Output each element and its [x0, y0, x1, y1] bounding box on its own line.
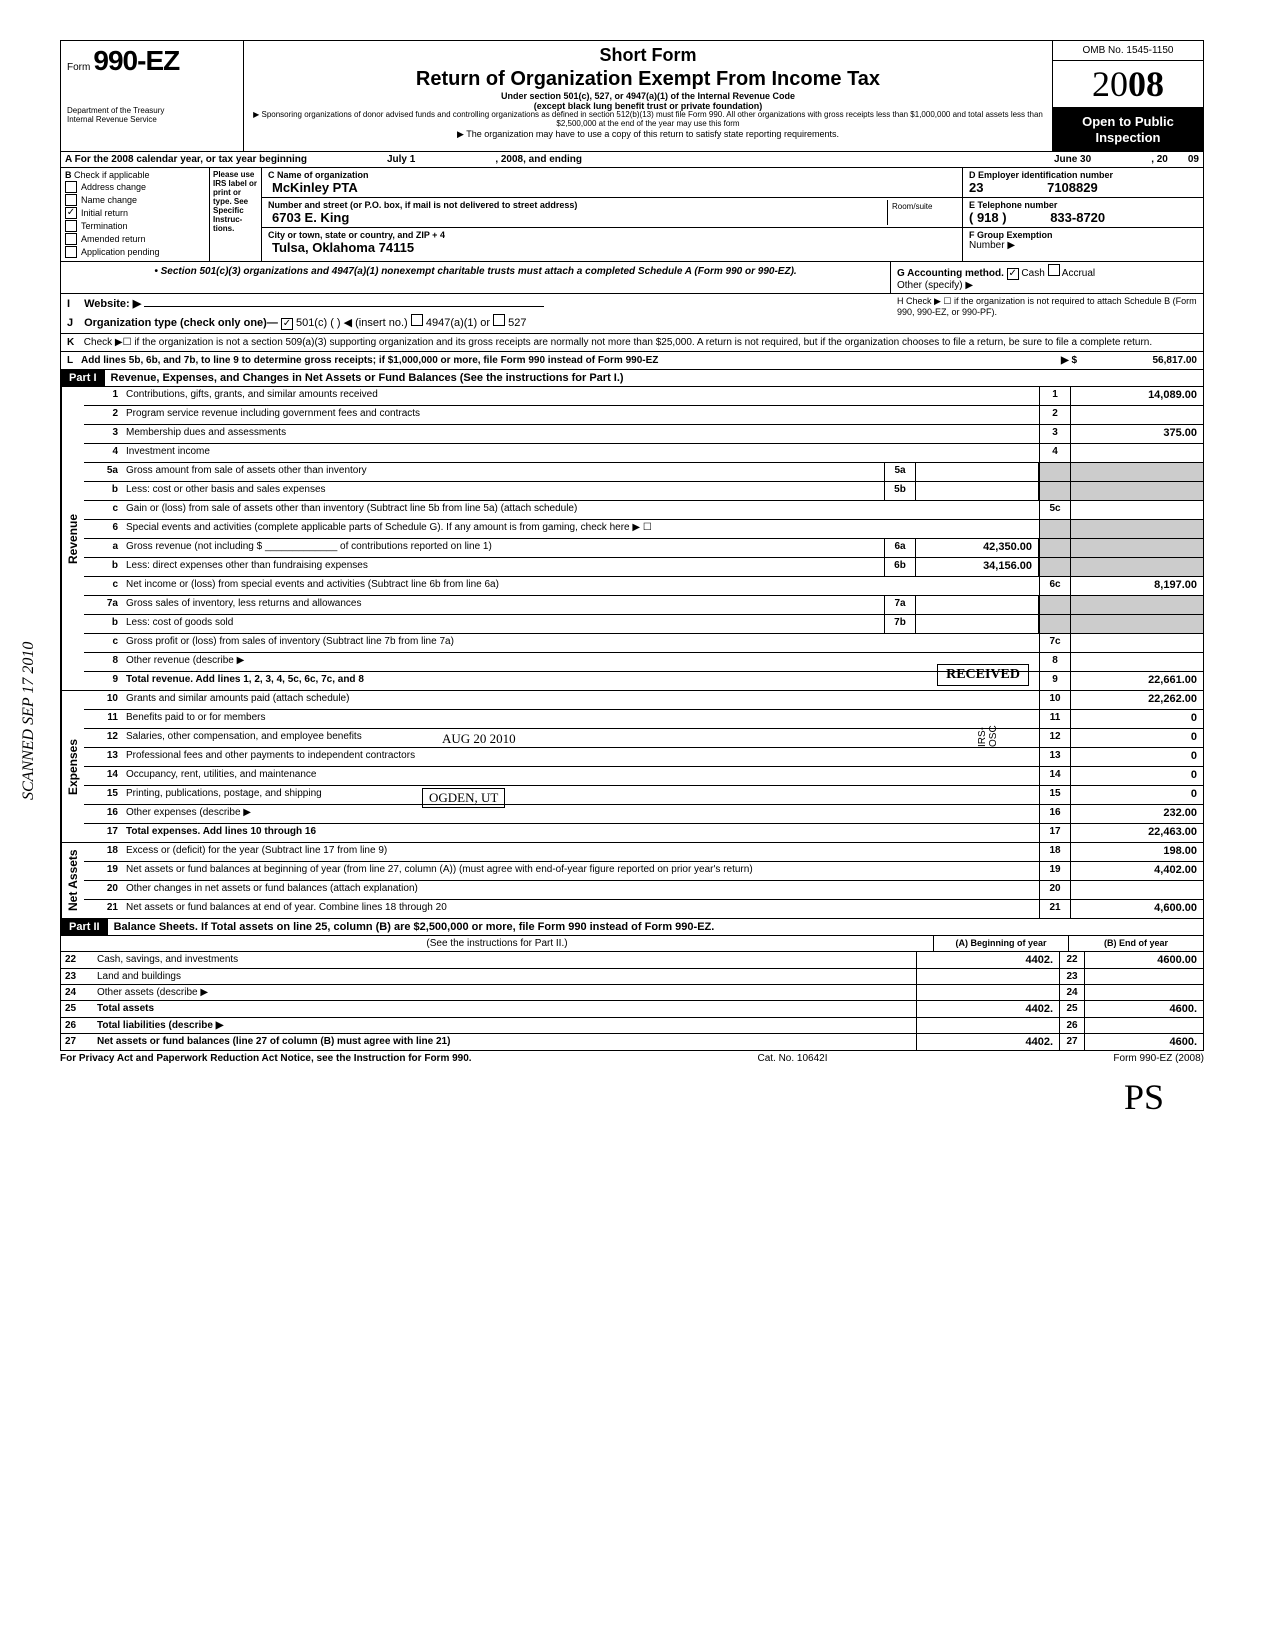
col-b-header: (B) End of year	[1068, 936, 1203, 951]
checkbox-accrual[interactable]	[1048, 264, 1060, 276]
org-city: Tulsa, Oklahoma 74115	[272, 240, 956, 255]
revenue-section: Revenue 1Contributions, gifts, grants, a…	[61, 387, 1203, 691]
line19-val: 4,402.00	[1070, 862, 1203, 880]
line9-val: 22,661.00	[1070, 672, 1203, 690]
checkbox-name[interactable]	[65, 194, 77, 206]
line21-val: 4,600.00	[1070, 900, 1203, 918]
header-right: OMB No. 1545-1150 2008 Open to Public In…	[1052, 41, 1203, 151]
balance-row-24: 24Other assets (describe ▶ 24	[61, 985, 1203, 1001]
header-left: Form 990-EZ Department of the Treasury I…	[61, 41, 244, 151]
section-def: D Employer identification number 23 7108…	[962, 168, 1203, 261]
expenses-label: Expenses	[61, 691, 84, 842]
checkbox-amended[interactable]	[65, 233, 77, 245]
netassets-section: Net Assets 18Excess or (deficit) for the…	[61, 843, 1203, 919]
section-c: C Name of organization McKinley PTA Numb…	[262, 168, 962, 261]
under-section: Under section 501(c), 527, or 4947(a)(1)…	[252, 91, 1044, 101]
checkbox-address[interactable]	[65, 181, 77, 193]
checkbox-initial[interactable]: ✓	[65, 207, 77, 219]
copy-text: ▶ The organization may have to use a cop…	[252, 129, 1044, 140]
org-street: 6703 E. King	[272, 210, 887, 225]
revenue-label: Revenue	[61, 387, 84, 690]
irs-osc-stamp: IRS-OSC	[977, 709, 999, 747]
ogden-stamp: OGDEN, UT	[422, 788, 505, 808]
part1-header: Part I Revenue, Expenses, and Changes in…	[61, 370, 1203, 387]
date-stamp: AUG 20 2010	[442, 731, 516, 747]
balance-row-25: 25Total assets 4402.254600.	[61, 1001, 1203, 1018]
checkbox-cash[interactable]: ✓	[1007, 268, 1019, 280]
netassets-label: Net Assets	[61, 843, 84, 918]
telephone: ( 918 ) 833-8720	[969, 210, 1197, 225]
line1-val: 14,089.00	[1070, 387, 1203, 405]
tax-year: 2008	[1053, 61, 1203, 108]
checkbox-4947[interactable]	[411, 314, 423, 326]
header-center: Short Form Return of Organization Exempt…	[244, 41, 1052, 151]
line10-val: 22,262.00	[1070, 691, 1203, 709]
org-name: McKinley PTA	[272, 180, 956, 195]
row-l: L Add lines 5b, 6b, and 7b, to line 9 to…	[61, 352, 1203, 370]
form-label: Form	[67, 62, 90, 73]
return-title: Return of Organization Exempt From Incom…	[252, 68, 1044, 91]
checkbox-527[interactable]	[493, 314, 505, 326]
row-a-tax-year: A For the 2008 calendar year, or tax yea…	[61, 152, 1203, 168]
line17-val: 22,463.00	[1070, 824, 1203, 842]
col-a-header: (A) Beginning of year	[933, 936, 1068, 951]
form-990ez: Form 990-EZ Department of the Treasury I…	[60, 40, 1204, 1051]
ein: 23 7108829	[969, 180, 1197, 195]
balance-header: (See the instructions for Part II.) (A) …	[61, 936, 1203, 952]
omb-number: OMB No. 1545-1150	[1053, 41, 1203, 61]
form-footer: For Privacy Act and Paperwork Reduction …	[60, 1051, 1204, 1066]
checkbox-501c[interactable]: ✓	[281, 318, 293, 330]
balance-row-26: 26Total liabilities (describe ▶ 26	[61, 1018, 1203, 1034]
part2-header: Part II Balance Sheets. If Total assets …	[61, 919, 1203, 936]
line6c-val: 8,197.00	[1070, 577, 1203, 595]
sponsor-text: ▶ Sponsoring organizations of donor advi…	[252, 111, 1044, 129]
balance-row-23: 23Land and buildings 23	[61, 969, 1203, 985]
initials-signature: PS	[60, 1076, 1204, 1118]
schedule-a-note: • Section 501(c)(3) organizations and 49…	[61, 262, 1203, 294]
section-b: B Check if applicable Address change Nam…	[61, 168, 210, 261]
line6a-val: 42,350.00	[916, 539, 1039, 557]
row-ij: I Website: ▶ J Organization type (check …	[61, 294, 1203, 334]
line6b-val: 34,156.00	[916, 558, 1039, 576]
open-public: Open to Public Inspection	[1053, 108, 1203, 151]
checkbox-termination[interactable]	[65, 220, 77, 232]
section-h: H Check ▶ ☐ if the organization is not r…	[891, 294, 1203, 333]
row-k: K Check ▶☐ if the organization is not a …	[61, 334, 1203, 352]
line3-val: 375.00	[1070, 425, 1203, 443]
expenses-section: Expenses 10 Grants and similar amounts p…	[61, 691, 1203, 843]
line16-val: 232.00	[1070, 805, 1203, 823]
please-instructions: Please use IRS label or print or type. S…	[210, 168, 262, 261]
received-stamp: RECEIVED	[937, 664, 1029, 686]
form-number: 990-EZ	[93, 45, 179, 76]
balance-row-27: 27Net assets or fund balances (line 27 o…	[61, 1034, 1203, 1050]
irs: Internal Revenue Service	[67, 116, 237, 125]
balance-row-22: 22Cash, savings, and investments 4402.22…	[61, 952, 1203, 969]
org-info-section: B Check if applicable Address change Nam…	[61, 168, 1203, 262]
line18-val: 198.00	[1070, 843, 1203, 861]
scanned-stamp: SCANNED SEP 17 2010	[20, 642, 38, 800]
checkbox-pending[interactable]	[65, 246, 77, 258]
short-form-title: Short Form	[252, 45, 1044, 66]
room-suite: Room/suite	[887, 200, 956, 225]
form-header: Form 990-EZ Department of the Treasury I…	[61, 41, 1203, 152]
gross-receipts: 56,817.00	[1077, 355, 1197, 366]
